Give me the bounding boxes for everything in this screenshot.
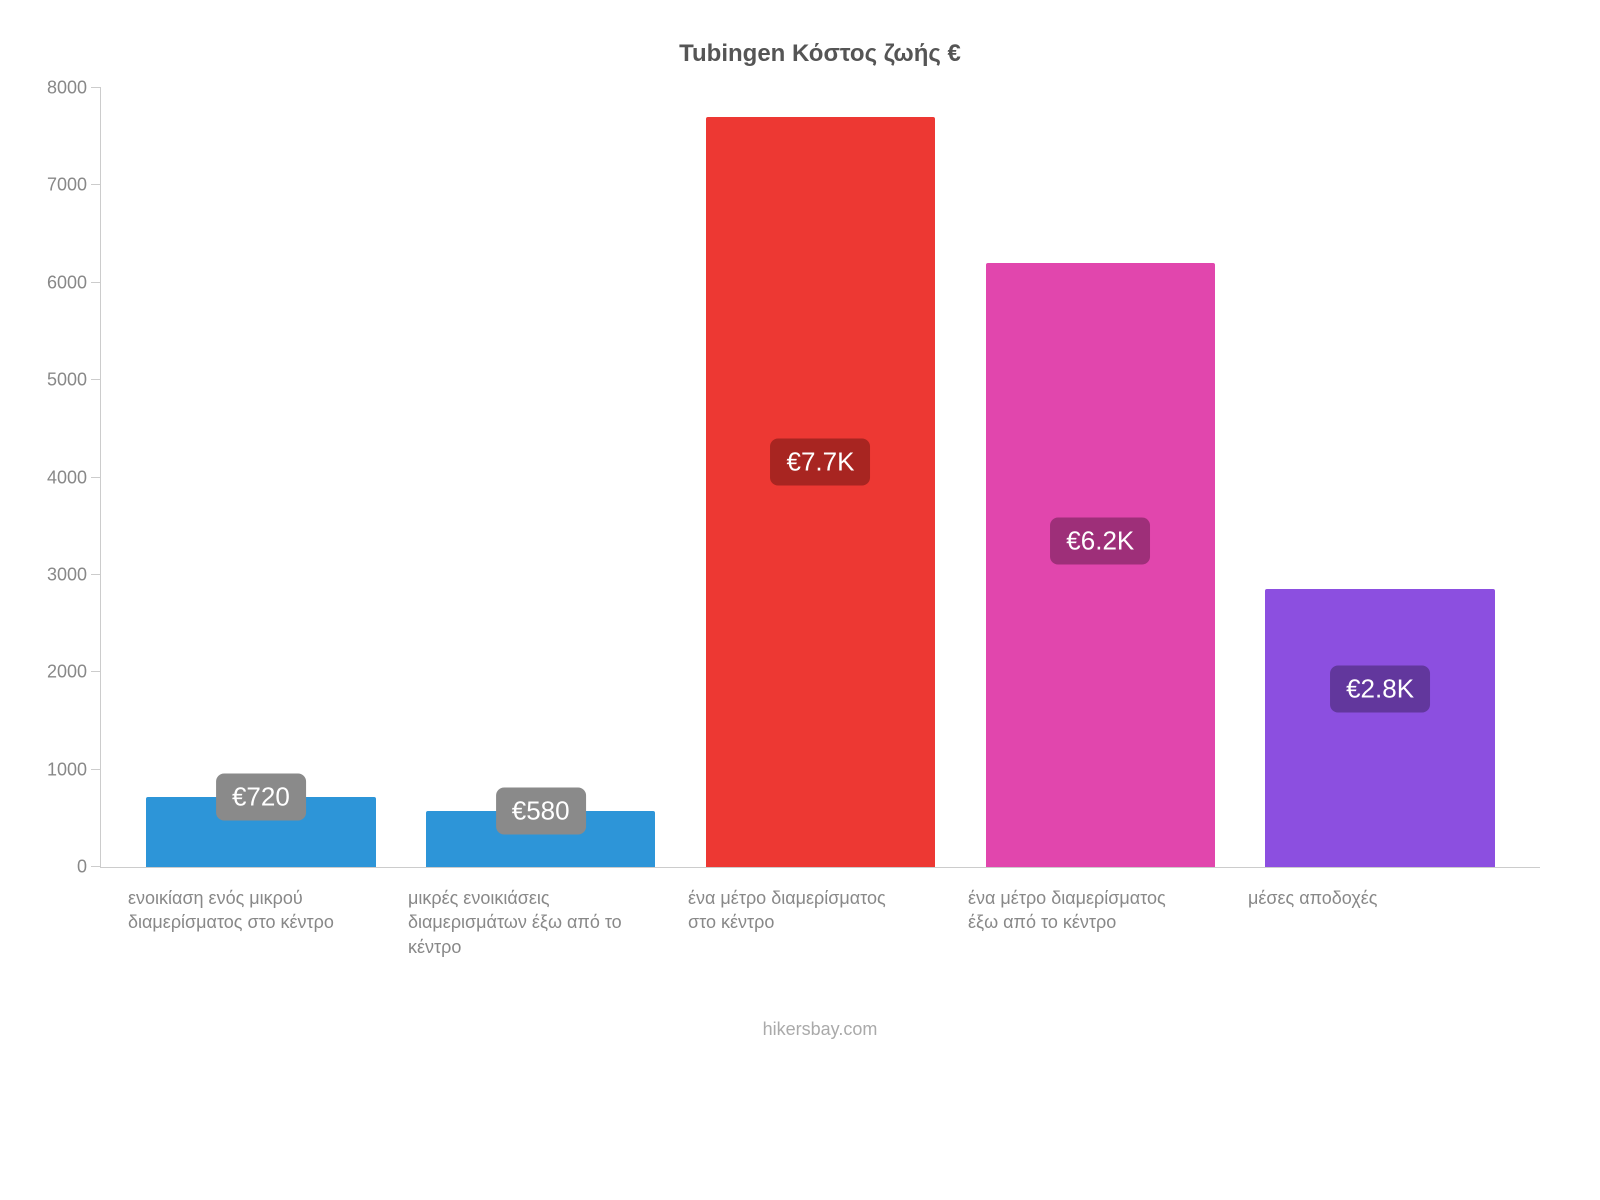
bar-value-badge: €7.7K	[771, 439, 871, 486]
y-axis-label: 3000	[47, 564, 101, 585]
bar-value-badge: €6.2K	[1050, 517, 1150, 564]
y-axis-label: 1000	[47, 759, 101, 780]
bar: €6.2K	[986, 263, 1215, 867]
bar: €2.8K	[1265, 589, 1494, 867]
bar-value-badge: €580	[496, 787, 586, 834]
attribution-text: hikersbay.com	[100, 1019, 1540, 1040]
x-axis-labels: ενοικίαση ενός μικρού διαμερίσματος στο …	[100, 868, 1540, 959]
bar-value-badge: €2.8K	[1330, 666, 1430, 713]
bar-slot: €6.2K	[960, 88, 1240, 867]
x-label-slot: ένα μέτρο διαμερίσματος στο κέντρο	[680, 886, 960, 959]
x-axis-category-label: μικρές ενοικιάσεις διαμερισμάτων έξω από…	[408, 886, 628, 959]
plot-area: €720€580€7.7K€6.2K€2.8K 0100020003000400…	[100, 88, 1540, 868]
x-label-slot: ενοικίαση ενός μικρού διαμερίσματος στο …	[120, 886, 400, 959]
y-axis-label: 7000	[47, 175, 101, 196]
bar: €580	[426, 811, 655, 867]
bar-slot: €2.8K	[1240, 88, 1520, 867]
y-axis-label: 5000	[47, 370, 101, 391]
bar: €720	[146, 797, 375, 867]
y-axis-label: 4000	[47, 467, 101, 488]
x-label-slot: μέσες αποδοχές	[1240, 886, 1520, 959]
bar-slot: €580	[401, 88, 681, 867]
y-axis-label: 0	[77, 857, 101, 878]
x-axis-category-label: ενοικίαση ενός μικρού διαμερίσματος στο …	[128, 886, 348, 935]
chart-container: Tubingen Κόστος ζωής € €720 €580 €7.7K €6.2…	[0, 0, 1600, 1200]
x-axis-category-label: μέσες αποδοχές	[1248, 886, 1468, 910]
bar-slot: €720	[121, 88, 401, 867]
bar-value-badge: €720	[216, 773, 306, 820]
bars-wrap: €720 €580 €7.7K €6.2K €2.8K	[101, 88, 1540, 867]
y-axis-label: 6000	[47, 272, 101, 293]
chart-title: Tubingen Κόστος ζωής €	[100, 40, 1540, 68]
y-axis-label: 8000	[47, 78, 101, 99]
bar: €7.7K	[706, 117, 935, 867]
x-label-slot: ένα μέτρο διαμερίσματος έξω από το κέντρ…	[960, 886, 1240, 959]
x-axis-category-label: ένα μέτρο διαμερίσματος έξω από το κέντρ…	[968, 886, 1188, 935]
bar-slot: €7.7K	[681, 88, 961, 867]
x-axis-category-label: ένα μέτρο διαμερίσματος στο κέντρο	[688, 886, 908, 935]
y-axis-label: 2000	[47, 662, 101, 683]
x-label-slot: μικρές ενοικιάσεις διαμερισμάτων έξω από…	[400, 886, 680, 959]
